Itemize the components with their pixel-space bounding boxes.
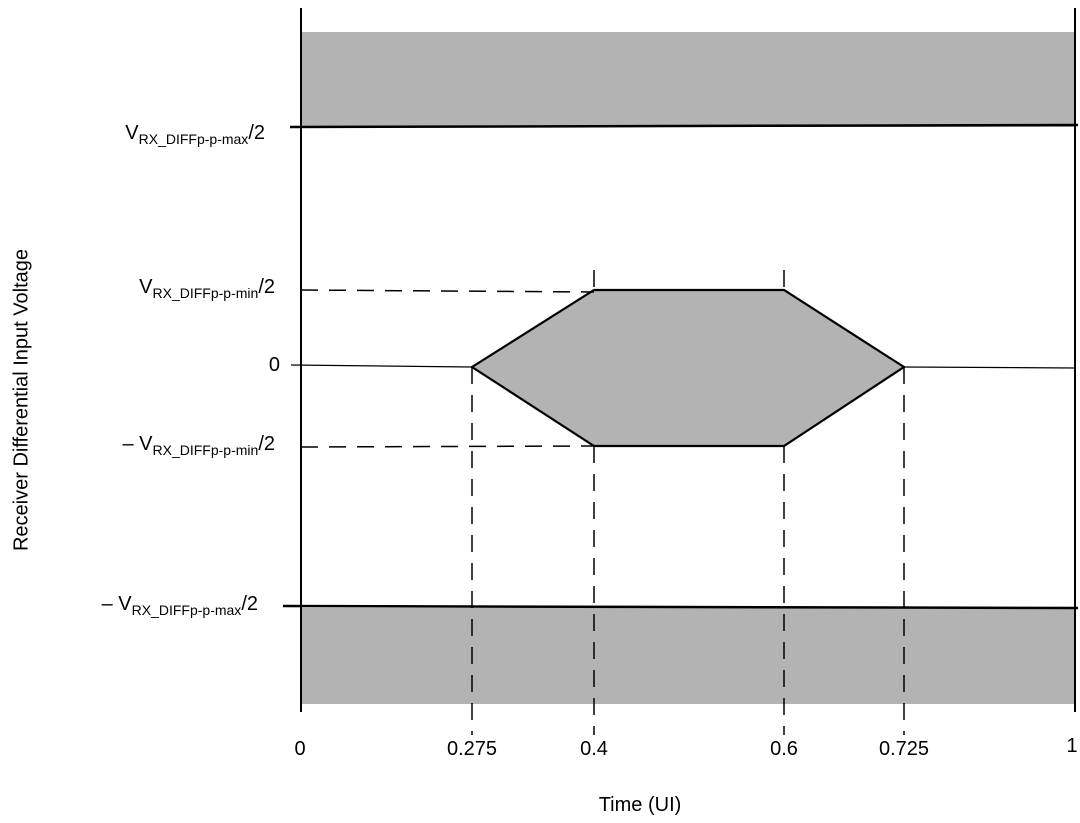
- label-suffix: /2: [258, 433, 275, 455]
- label-vmax-positive: VRX_DIFFp-p-max/2: [125, 122, 265, 147]
- x-tick-0-275: 0.275: [446, 738, 498, 760]
- x-axis-title: Time (UI): [598, 794, 682, 816]
- forbidden-region-top: [301, 32, 1075, 127]
- label-subscript: RX_DIFFp-p-min: [152, 285, 259, 301]
- vmin-negative-dashed: [300, 445, 595, 448]
- x-tick-1: 1: [1066, 735, 1078, 757]
- label-suffix: /2: [241, 593, 258, 615]
- y-axis-title: Receiver Differential Input Voltage: [10, 248, 33, 552]
- label-main: V: [139, 433, 153, 455]
- eye-mask-hexagon: [469, 288, 907, 448]
- x-tick-0-6: 0.6: [770, 738, 798, 760]
- dashed-guides: [300, 270, 905, 735]
- label-subscript: RX_DIFFp-p-min: [152, 442, 259, 458]
- label-prefix: –: [122, 433, 140, 455]
- label-suffix: /2: [248, 122, 265, 144]
- label-vmax-negative: – VRX_DIFFp-p-max/2: [102, 593, 258, 618]
- zero-line-left: [290, 364, 473, 368]
- label-suffix: /2: [258, 276, 275, 298]
- zero-line-right: [903, 366, 1076, 369]
- label-vmin-negative: – VRX_DIFFp-p-min/2: [122, 433, 275, 458]
- forbidden-region-bottom: [301, 608, 1075, 704]
- label-subscript: RX_DIFFp-p-max: [138, 131, 249, 147]
- x-tick-0-725: 0.725: [878, 738, 930, 760]
- label-main: V: [139, 276, 153, 298]
- label-zero: 0: [268, 354, 280, 376]
- label-main: V: [125, 122, 139, 144]
- label-vmin-positive: VRX_DIFFp-p-min/2: [139, 276, 275, 301]
- vmax-negative-line: [282, 604, 1079, 610]
- label-main: V: [118, 593, 132, 615]
- label-prefix: –: [101, 593, 119, 615]
- label-subscript: RX_DIFFp-p-max: [131, 602, 242, 618]
- x-tick-0: 0: [294, 738, 306, 760]
- vmin-positive-dashed: [300, 289, 595, 293]
- vmax-positive-line: [289, 123, 1079, 129]
- x-tick-0-4: 0.4: [580, 738, 608, 760]
